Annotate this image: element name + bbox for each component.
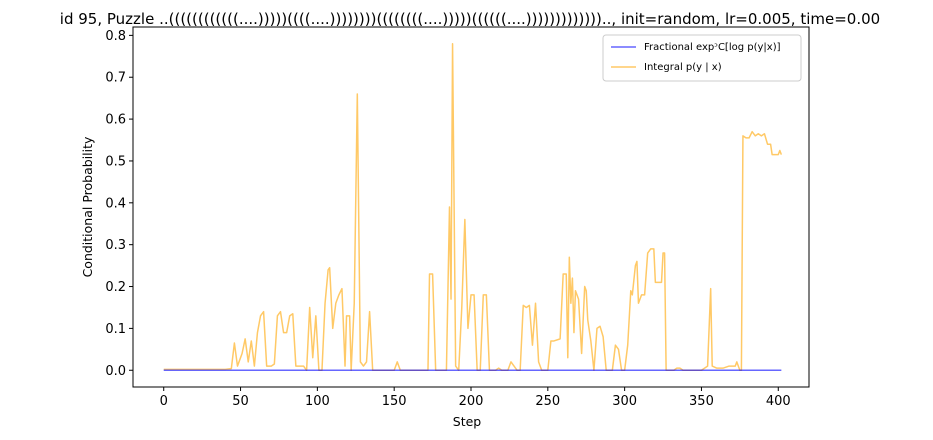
x-tick-label: 400 xyxy=(766,394,791,409)
y-tick-label: 0.2 xyxy=(105,280,126,295)
y-axis-label: Conditional Probability xyxy=(80,136,95,277)
x-tick-label: 350 xyxy=(689,394,714,409)
x-axis: 0 50 100 150 200 250 300 350 400 xyxy=(160,387,791,409)
y-tick-label: 0.7 xyxy=(105,71,126,86)
y-tick-label: 0.1 xyxy=(105,322,126,337)
x-tick-label: 0 xyxy=(160,394,168,409)
x-axis-label: Step xyxy=(453,414,482,429)
legend-label-fractional: Fractional expᵓC[log p(y|x)] xyxy=(644,42,781,53)
legend-label-integral: Integral p(y | x) xyxy=(644,62,722,73)
y-tick-label: 0.8 xyxy=(105,29,126,44)
y-tick-label: 0.4 xyxy=(105,196,126,211)
x-tick-label: 150 xyxy=(382,394,407,409)
y-tick-label: 0.3 xyxy=(105,238,126,253)
x-tick-label: 250 xyxy=(535,394,560,409)
y-tick-label: 0.6 xyxy=(105,113,126,128)
y-axis: 0.0 0.1 0.2 0.3 0.4 0.5 0.6 0.7 0.8 xyxy=(105,29,133,379)
y-tick-label: 0.5 xyxy=(105,154,126,169)
legend: Fractional expᵓC[log p(y|x)] Integral p(… xyxy=(602,34,802,82)
chart-title: id 95, Puzzle ..((((((((((((....)))))(((… xyxy=(60,10,880,28)
y-tick-label: 0.0 xyxy=(105,364,126,379)
x-tick-label: 50 xyxy=(232,394,249,409)
x-tick-label: 200 xyxy=(459,394,484,409)
legend-box xyxy=(602,34,802,82)
plot-area xyxy=(163,42,783,372)
x-tick-label: 300 xyxy=(612,394,637,409)
series-line-integral xyxy=(163,42,783,372)
x-tick-label: 100 xyxy=(305,394,330,409)
